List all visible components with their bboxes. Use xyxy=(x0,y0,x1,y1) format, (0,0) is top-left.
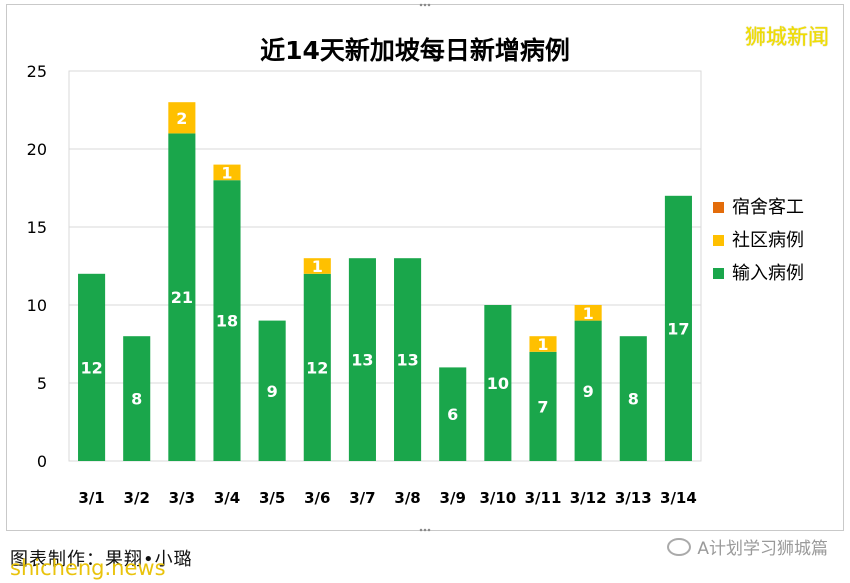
data-label: 17 xyxy=(667,319,689,338)
bar-segment xyxy=(303,273,331,461)
bar-segment xyxy=(529,351,557,461)
data-label: 1 xyxy=(537,335,548,354)
data-label: 12 xyxy=(306,358,328,377)
data-label: 7 xyxy=(537,397,548,416)
bar-segment xyxy=(348,258,376,461)
x-tick-label: 3/2 xyxy=(124,489,150,507)
x-axis-ticks: 3/1 3/2 3/3 3/4 3/5 3/6 3/7 3/8 3/9 3/10 3/11 3/12 3… xyxy=(78,489,696,507)
bar-segment xyxy=(258,320,286,461)
bar-segment xyxy=(168,133,196,461)
x-tick-label: 3/1 xyxy=(78,489,104,507)
data-label: 8 xyxy=(131,390,142,409)
data-label: 1 xyxy=(583,304,594,323)
x-tick-label: 3/13 xyxy=(615,489,652,507)
y-axis-ticks: 0 5 10 15 20 25 xyxy=(27,62,47,471)
x-tick-label: 3/5 xyxy=(259,489,285,507)
y-tick-label: 5 xyxy=(37,374,47,393)
bar-segment xyxy=(168,102,196,134)
x-tick-label: 3/12 xyxy=(570,489,607,507)
y-tick-label: 0 xyxy=(37,452,47,471)
data-label: 1 xyxy=(221,163,232,182)
data-label: 13 xyxy=(351,351,373,370)
data-label: 8 xyxy=(628,390,639,409)
bar-segment xyxy=(664,195,692,462)
legend-swatch xyxy=(713,202,724,213)
data-label: 21 xyxy=(171,288,193,307)
data-label: 10 xyxy=(487,374,509,393)
y-tick-label: 10 xyxy=(27,296,47,315)
data-label: 9 xyxy=(267,382,278,401)
legend-entry: 宿舍客工 xyxy=(732,197,804,218)
bar-segment xyxy=(529,336,557,352)
watermark-top: 狮城新闻 xyxy=(745,25,829,49)
chart-caption: 图表制作：果翔•小璐 xyxy=(10,549,193,570)
bar-segment xyxy=(303,258,331,274)
y-tick-label: 25 xyxy=(27,62,47,81)
bar-segment xyxy=(213,164,241,181)
bar-segment xyxy=(619,336,647,461)
x-tick-label: 3/9 xyxy=(440,489,466,507)
site-watermark: shicheng.news xyxy=(10,556,166,580)
data-label: 9 xyxy=(583,382,594,401)
resize-handle-bottom[interactable] xyxy=(419,527,431,533)
x-tick-label: 3/10 xyxy=(479,489,516,507)
bar-segment xyxy=(78,273,106,461)
x-tick-label: 3/11 xyxy=(525,489,562,507)
data-label: 12 xyxy=(80,358,102,377)
bar-segment xyxy=(484,305,512,461)
bar-segment xyxy=(439,367,467,461)
data-label: 1 xyxy=(312,257,323,276)
bar-segment xyxy=(123,336,151,461)
bar-segment xyxy=(213,180,241,461)
bar-segment xyxy=(574,305,602,321)
data-label: 6 xyxy=(447,405,458,424)
x-tick-label: 3/6 xyxy=(304,489,330,507)
legend-entry: 社区病例 xyxy=(732,230,804,251)
data-label: 2 xyxy=(176,109,187,128)
bar-segment xyxy=(574,320,602,461)
gridlines xyxy=(68,70,702,462)
x-tick-label: 3/4 xyxy=(214,489,240,507)
data-label: 13 xyxy=(396,351,418,370)
plot-area-border xyxy=(68,70,702,462)
x-tick-label: 3/14 xyxy=(660,489,697,507)
legend-entry: 输入病例 xyxy=(732,263,804,284)
chart-frame: 近14天新加坡每日新增病例 0 5 10 15 20 25 12 8 21 2 18 1 9 12 1 13… xyxy=(6,2,844,533)
wechat-account-name: A计划学习狮城篇 xyxy=(697,539,828,559)
chart-title: 近14天新加坡每日新增病例 xyxy=(260,36,570,65)
legend-swatch xyxy=(713,235,724,246)
wechat-icon xyxy=(667,538,692,556)
data-label: 18 xyxy=(216,312,238,331)
x-tick-label: 3/3 xyxy=(169,489,195,507)
resize-handle-top[interactable] xyxy=(419,2,431,8)
x-tick-label: 3/7 xyxy=(349,489,375,507)
legend-swatch xyxy=(713,268,724,279)
y-tick-label: 15 xyxy=(27,218,47,237)
x-tick-label: 3/8 xyxy=(394,489,420,507)
y-tick-label: 20 xyxy=(27,140,47,159)
bar-segment xyxy=(394,258,422,461)
wechat-watermark: A计划学习狮城篇 xyxy=(667,534,828,559)
